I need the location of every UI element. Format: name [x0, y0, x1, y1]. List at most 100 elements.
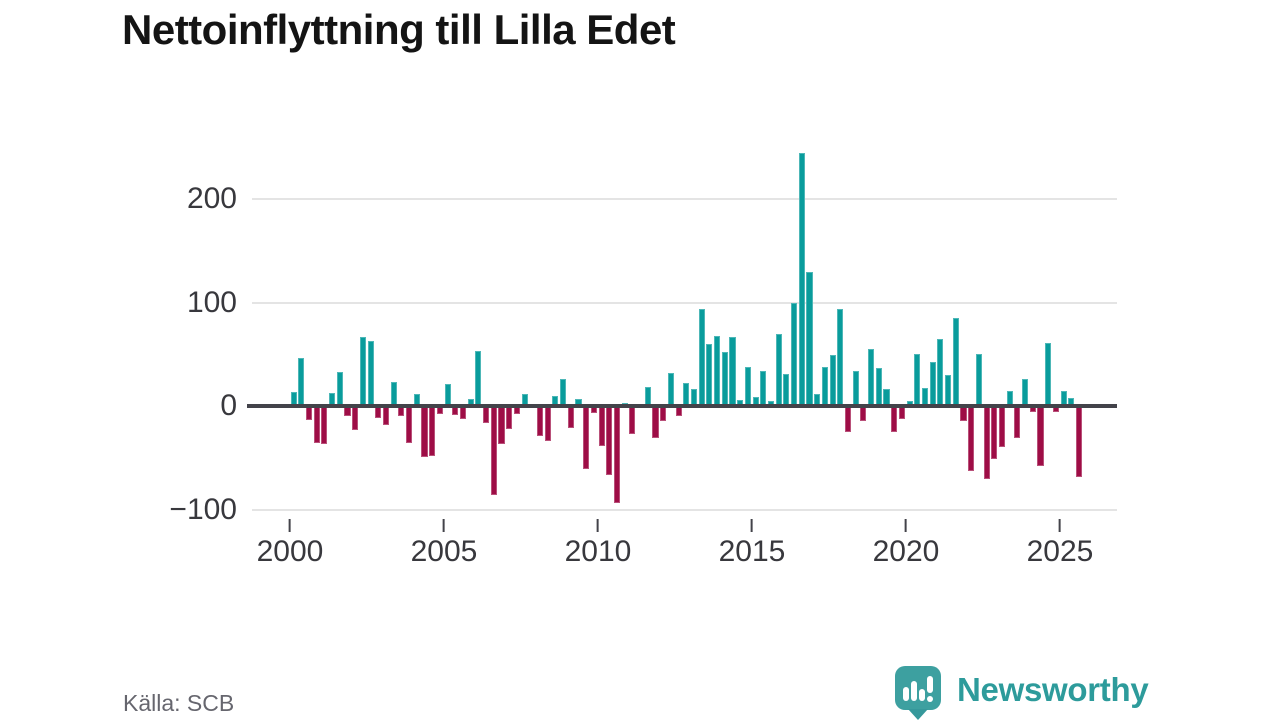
bar	[721, 351, 728, 407]
bar	[390, 381, 397, 407]
bar	[1022, 378, 1029, 407]
bar	[613, 406, 621, 503]
bar	[429, 406, 436, 457]
x-axis-tick: 2005	[410, 519, 478, 569]
bar	[375, 406, 382, 418]
bar	[698, 309, 705, 407]
bar	[860, 406, 867, 421]
bar	[560, 378, 567, 407]
bar	[313, 406, 320, 443]
tick-mark	[443, 519, 445, 532]
bar	[352, 406, 359, 431]
bar	[844, 406, 852, 433]
bar	[891, 406, 898, 433]
bar	[998, 406, 1006, 447]
bar	[914, 353, 921, 407]
bar	[837, 309, 844, 407]
bar	[305, 406, 313, 420]
bar	[775, 334, 782, 407]
bar	[868, 348, 875, 407]
bar	[382, 406, 390, 426]
bar	[506, 406, 513, 430]
x-axis-tick: 2015	[719, 519, 785, 569]
bar	[929, 362, 936, 407]
bar	[791, 303, 798, 407]
chart-title: Nettoinflyttning till Lilla Edet	[122, 6, 676, 53]
bar	[760, 371, 767, 407]
bar	[321, 406, 328, 444]
bar	[536, 406, 544, 436]
bar	[567, 406, 574, 429]
logo-bar-icon	[919, 689, 925, 701]
bar	[598, 406, 605, 446]
bar	[483, 406, 490, 424]
bar	[798, 152, 805, 407]
bar	[968, 406, 975, 471]
bar	[875, 368, 882, 407]
x-axis-label: 2005	[410, 535, 478, 568]
x-axis-label: 2010	[564, 535, 632, 568]
bar	[336, 372, 343, 407]
bar	[498, 406, 505, 444]
logo-exclamation-icon	[927, 676, 933, 693]
source-caption: Källa: SCB	[123, 690, 235, 716]
bar	[829, 354, 836, 407]
bar	[406, 406, 413, 443]
bar	[1037, 406, 1044, 466]
bar	[367, 341, 374, 407]
x-axis-tick: 2000	[256, 519, 324, 569]
bar	[991, 406, 998, 460]
bar	[1045, 343, 1052, 407]
bar	[544, 406, 551, 441]
tick-mark	[751, 519, 753, 532]
logo-bar-icon	[903, 687, 909, 701]
x-axis-tick: 2020	[872, 519, 940, 569]
newsworthy-wordmark: Newsworthy	[957, 671, 1149, 708]
x-axis-label: 2025	[1026, 535, 1094, 568]
bar	[937, 339, 944, 407]
bar	[821, 367, 828, 407]
x-axis-tick: 2010	[564, 519, 632, 569]
bar	[806, 272, 813, 407]
logo-exclamation-dot-icon	[927, 696, 933, 702]
logo-bubble-tail	[908, 709, 928, 720]
newsworthy-logo-icon	[895, 666, 941, 710]
bar	[1075, 406, 1083, 477]
y-axis-label: −100	[169, 493, 237, 526]
bar	[606, 406, 613, 475]
x-axis-label: 2000	[256, 535, 324, 568]
bar	[583, 406, 590, 469]
bar	[729, 337, 736, 407]
gridline-100	[252, 302, 1117, 304]
tick-mark	[597, 519, 599, 532]
bar	[359, 337, 366, 407]
bar	[660, 406, 667, 421]
bar	[475, 350, 482, 407]
zero-axis-line	[247, 404, 1117, 408]
bar	[421, 406, 428, 458]
tick-mark	[289, 519, 291, 532]
bar	[629, 406, 636, 435]
y-axis-label: 100	[186, 286, 237, 319]
y-axis-label: 200	[186, 182, 237, 215]
bar	[652, 406, 659, 438]
bar	[744, 367, 751, 407]
bar	[683, 382, 690, 407]
x-axis-tick: 2025	[1026, 519, 1094, 569]
newsworthy-branding: Newsworthy	[895, 663, 1165, 720]
gridline-200	[252, 198, 1117, 200]
x-axis-label: 2020	[872, 535, 940, 568]
bar	[852, 371, 859, 407]
bar	[952, 317, 959, 407]
gridline-minus-100	[252, 509, 1117, 511]
bar	[714, 336, 721, 407]
bar	[706, 344, 713, 407]
bar	[783, 374, 790, 407]
bar	[298, 357, 305, 407]
bar	[1014, 406, 1021, 438]
tick-mark	[905, 519, 907, 532]
bar	[898, 406, 905, 419]
bar	[983, 406, 990, 479]
y-axis-label: 0	[220, 389, 237, 422]
